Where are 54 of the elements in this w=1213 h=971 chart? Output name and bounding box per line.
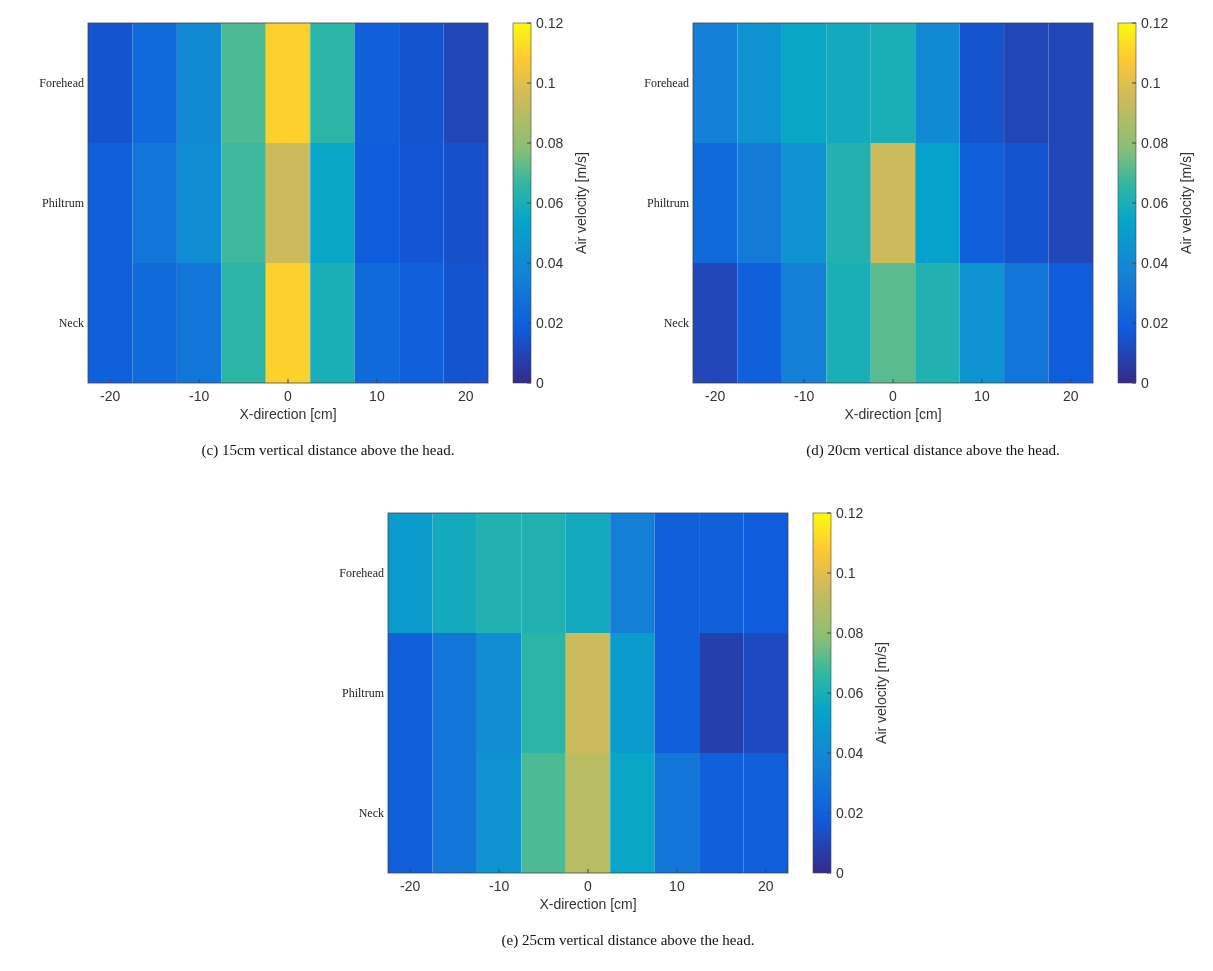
color-bar-label: 0.12 — [836, 504, 864, 521]
y-tick-label: Forehead — [39, 76, 84, 91]
color-bar-label: 0.06 — [536, 194, 564, 211]
color-bar-label: 0.1 — [1141, 74, 1161, 91]
color-bar-label: 0.12 — [536, 14, 564, 31]
color-bar-label: 0 — [1141, 374, 1149, 391]
x-tick-label: -20 — [705, 388, 726, 404]
x-tick-label: 20 — [1062, 388, 1079, 404]
y-tick-label: Neck — [663, 316, 689, 331]
color-bar-label: 0 — [836, 864, 844, 881]
x-tick-label: -10 — [793, 388, 815, 404]
color-bar-label: 0.1 — [536, 74, 556, 91]
color-bar-title: Air velocity [m/s] — [873, 642, 889, 744]
color-bar-label: 0.04 — [1141, 254, 1169, 271]
color-bar-label: 0.02 — [836, 804, 864, 821]
x-axis-title: X-direction [cm] — [844, 406, 942, 422]
x-tick-label: -10 — [488, 878, 510, 894]
y-tick-label: Neck — [58, 316, 84, 331]
color-bar-title: Air velocity [m/s] — [573, 152, 589, 254]
y-tick-label: Neck — [358, 806, 384, 821]
color-bar-label: 0.06 — [1141, 194, 1169, 211]
x-tick-label: 20 — [757, 878, 774, 894]
color-bar-label: 0.12 — [1141, 14, 1169, 31]
x-tick-label: -10 — [188, 388, 210, 404]
color-bar-label: 0.08 — [836, 624, 864, 641]
color-bar-label: 0.1 — [836, 564, 856, 581]
x-tick-label: 20 — [457, 388, 474, 404]
y-tick-label: Forehead — [644, 76, 689, 91]
color-bar-label: 0.08 — [536, 134, 564, 151]
x-axis-title: X-direction [cm] — [539, 896, 637, 912]
x-tick-label: 0 — [889, 388, 898, 404]
text: (c) 15cm vertical distance above the head. — [201, 442, 455, 459]
color-bar-label: 0 — [536, 374, 544, 391]
y-tick-label: Philtrum — [41, 196, 85, 211]
color-bar-label: 0.08 — [1141, 134, 1169, 151]
color-bar-title: Air velocity [m/s] — [1178, 152, 1194, 254]
color-bar-label: 0.04 — [836, 744, 864, 761]
y-tick-label: Forehead — [339, 566, 384, 581]
x-tick-label: 10 — [369, 388, 385, 404]
x-axis-title: X-direction [cm] — [239, 406, 337, 422]
x-tick-label: -20 — [400, 878, 421, 894]
x-tick-label: 0 — [584, 878, 593, 894]
color-bar-label: 0.06 — [836, 684, 864, 701]
y-tick-label: Philtrum — [341, 686, 385, 701]
x-tick-label: 10 — [974, 388, 990, 404]
x-tick-label: 10 — [669, 878, 685, 894]
text: (d) 20cm vertical distance above the head. — [806, 442, 1060, 459]
color-bar-label: 0.02 — [1141, 314, 1169, 331]
text: (e) 25cm vertical distance above the head. — [501, 932, 755, 949]
color-bar-label: 0.04 — [536, 254, 564, 271]
x-tick-label: 0 — [284, 388, 293, 404]
x-tick-label: -20 — [100, 388, 121, 404]
color-bar-label: 0.02 — [536, 314, 564, 331]
y-tick-label: Philtrum — [646, 196, 690, 211]
